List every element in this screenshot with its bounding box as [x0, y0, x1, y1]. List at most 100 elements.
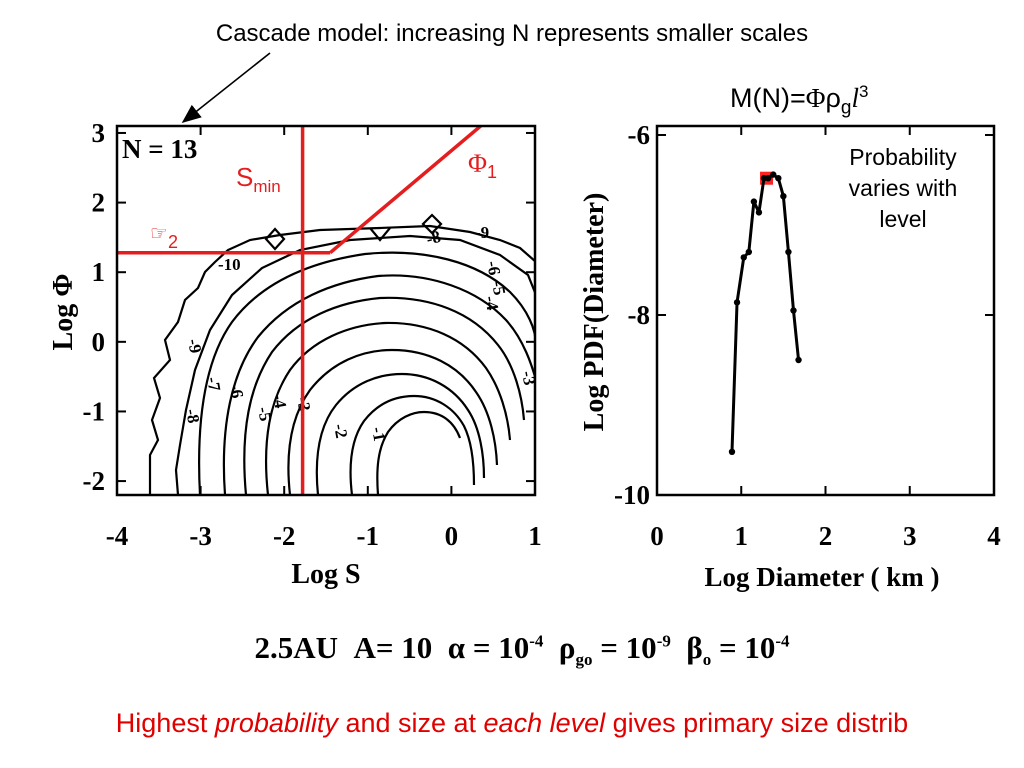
- x-tick-label: 4: [987, 521, 1001, 551]
- contour-label: -6: [226, 382, 247, 399]
- y-tick-label: -1: [83, 396, 106, 426]
- param-alpha-exp: -4: [529, 631, 544, 651]
- x-tick-label: 2: [819, 521, 833, 551]
- phi1-label: Φ1: [468, 149, 497, 182]
- param-a: A= 10: [353, 630, 433, 665]
- y-tick-label: 2: [92, 188, 106, 218]
- data-point: [750, 198, 758, 205]
- y-tick-label: -10: [614, 480, 650, 510]
- x-tick-label: 0: [445, 521, 459, 551]
- y-tick-label: -2: [83, 466, 106, 496]
- data-point: [765, 175, 772, 182]
- contour-level-5: [264, 321, 512, 495]
- param-beta: β: [686, 630, 703, 665]
- formula-g: g: [840, 97, 852, 119]
- contour-level-2: [349, 394, 476, 495]
- x-axis-label: Log Diameter ( km ): [705, 562, 940, 592]
- contour-label: -10: [218, 255, 241, 274]
- phi1-label-sub: 1: [487, 162, 497, 182]
- contour-label: -4: [269, 392, 290, 410]
- contour-label: -6: [483, 259, 504, 276]
- data-point: [728, 448, 736, 455]
- smin-label: Smin: [236, 162, 281, 196]
- footer-part5: gives primary size distrib: [605, 708, 909, 738]
- param-au: 2.5AU: [254, 630, 338, 665]
- param-rho-sub: go: [575, 650, 593, 670]
- phi1-label-main: Φ: [468, 149, 487, 178]
- contour-level-6: [243, 296, 526, 495]
- pdf-chart: 0 1 2 3 4 -6 -8 -10 Log Diameter ( km ) Log PDF…: [579, 120, 1001, 592]
- param-rho: ρ: [558, 630, 576, 665]
- smin-label-main: S: [236, 162, 253, 192]
- contour-label: -5: [488, 279, 509, 296]
- footer-part1: Highest: [115, 708, 215, 738]
- x-tick-label: -3: [189, 521, 212, 551]
- contour-lines: [148, 213, 535, 495]
- contour-plot-frame: [115, 124, 537, 497]
- param-rho-exp: -9: [656, 631, 671, 651]
- data-point: [755, 209, 763, 216]
- phi1-line: [329, 126, 482, 255]
- contour-label: -8: [424, 227, 443, 249]
- x-tick-label: -1: [357, 521, 380, 551]
- formula-prefix: M(N)=: [730, 83, 806, 113]
- footer-emphasis-level: each level: [483, 708, 606, 738]
- contour-labels: -10 -9 -8 -7 -6 -5 -4 -3 -2 -1 -9 -8 -6 …: [182, 223, 539, 443]
- param-beta-sub: o: [702, 650, 712, 670]
- x-tick-label: 3: [903, 521, 917, 551]
- x-tick-label: 1: [735, 521, 749, 551]
- x-tick-label: -4: [106, 521, 129, 551]
- cascade-model-caption: Cascade model: increasing N represents s…: [215, 20, 809, 47]
- footer-part3: and size at: [337, 708, 484, 738]
- y-tick-label: -6: [628, 120, 651, 150]
- caption-arrow: [181, 52, 271, 123]
- param-beta-value: = 10: [711, 630, 776, 665]
- contour-level-8: [197, 251, 535, 495]
- param-beta-exp: -4: [775, 631, 790, 651]
- probability-note: Probability varies with level: [848, 144, 958, 232]
- contour-outer-boundary: [148, 224, 535, 495]
- contour-level-9: [174, 234, 535, 495]
- contour-label: -9: [475, 223, 489, 242]
- pdf-series: [728, 171, 802, 455]
- x-tick-label: 1: [528, 521, 542, 551]
- formula-exp: 3: [858, 82, 869, 101]
- diamond-marker-left: [264, 227, 286, 251]
- x-tick-label: -2: [273, 521, 296, 551]
- data-point: [795, 356, 802, 364]
- phi2-label-main: ☞: [150, 221, 168, 245]
- series-line: [730, 173, 801, 452]
- contour-chart: -10 -9 -8 -7 -6 -5 -4 -3 -2 -1 -9 -8 -6 …: [48, 118, 542, 590]
- contour-label: -8: [182, 407, 203, 424]
- contour-label: -4: [481, 294, 502, 312]
- footer-emphasis-probability: probability: [214, 708, 338, 738]
- x-axis-label: Log S: [291, 559, 360, 590]
- data-point: [775, 175, 782, 182]
- y-axis-label: Log Φ: [48, 274, 79, 351]
- contour-label: -5: [254, 405, 275, 422]
- smin-label-sub: min: [253, 177, 280, 196]
- y-tick-label: 3: [92, 118, 106, 148]
- data-point: [785, 248, 792, 256]
- contour-label: -1: [368, 425, 389, 442]
- data-point: [740, 254, 747, 261]
- contour-label: -2: [330, 422, 351, 439]
- contour-level-1: [376, 410, 462, 495]
- phi2-label-sub: 2: [168, 232, 178, 252]
- data-point: [745, 248, 753, 256]
- contour-label: -7: [203, 375, 224, 393]
- data-point: [790, 307, 797, 314]
- x-tick-label: 0: [650, 521, 664, 551]
- data-point: [770, 171, 777, 178]
- annotation-lines: [117, 126, 482, 495]
- data-point: [780, 193, 787, 200]
- param-alpha: α = 10: [447, 630, 530, 665]
- y-tick-label: 0: [92, 327, 106, 357]
- y-tick-label: 1: [92, 257, 106, 287]
- y-tick-label: -8: [628, 300, 651, 330]
- contour-level-7: [222, 274, 535, 495]
- diamond-marker-right: [421, 213, 443, 235]
- contour-level-3: [315, 372, 486, 495]
